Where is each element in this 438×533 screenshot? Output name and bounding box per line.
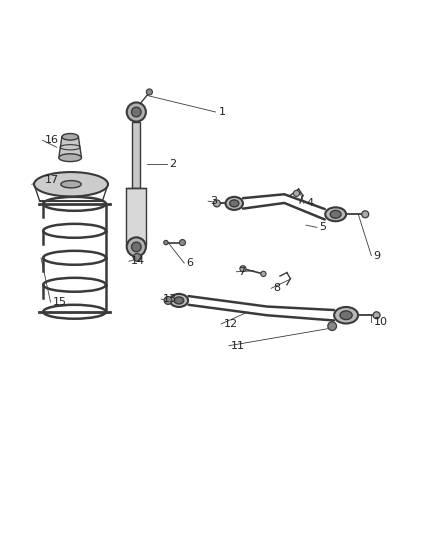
Text: 15: 15 — [53, 297, 67, 307]
Circle shape — [213, 200, 220, 207]
Text: 1: 1 — [219, 107, 226, 117]
Circle shape — [133, 254, 141, 261]
Circle shape — [127, 237, 146, 256]
Ellipse shape — [34, 172, 108, 197]
Text: 2: 2 — [169, 159, 176, 169]
Text: 16: 16 — [45, 135, 59, 146]
Circle shape — [131, 242, 141, 252]
Text: 10: 10 — [374, 317, 388, 327]
Ellipse shape — [59, 154, 81, 161]
Text: 4: 4 — [306, 198, 313, 208]
Text: 9: 9 — [374, 251, 381, 261]
Text: 8: 8 — [273, 283, 280, 293]
Ellipse shape — [330, 211, 341, 218]
Ellipse shape — [61, 181, 81, 188]
Text: 5: 5 — [319, 222, 326, 232]
Circle shape — [362, 211, 369, 218]
Circle shape — [146, 89, 152, 95]
Ellipse shape — [62, 134, 78, 140]
Text: 13: 13 — [163, 294, 177, 304]
Circle shape — [131, 107, 141, 117]
Ellipse shape — [226, 197, 243, 210]
Circle shape — [127, 102, 146, 122]
Ellipse shape — [340, 311, 352, 320]
Text: 17: 17 — [45, 175, 59, 185]
Ellipse shape — [334, 307, 358, 324]
Text: 3: 3 — [210, 196, 217, 206]
Polygon shape — [59, 137, 81, 158]
Circle shape — [293, 190, 300, 197]
Text: 11: 11 — [231, 341, 245, 351]
Circle shape — [240, 265, 246, 272]
Ellipse shape — [325, 207, 346, 221]
Circle shape — [164, 296, 172, 304]
Circle shape — [261, 271, 266, 277]
Circle shape — [328, 322, 336, 330]
Text: 7: 7 — [239, 266, 246, 277]
Text: 14: 14 — [131, 256, 145, 266]
Polygon shape — [132, 122, 140, 188]
Polygon shape — [126, 188, 146, 245]
Text: 6: 6 — [186, 258, 193, 268]
Circle shape — [180, 239, 185, 246]
Ellipse shape — [170, 294, 188, 307]
Circle shape — [164, 240, 168, 245]
Text: 12: 12 — [223, 319, 237, 329]
Ellipse shape — [230, 200, 239, 207]
Circle shape — [373, 312, 380, 319]
Ellipse shape — [174, 297, 184, 304]
